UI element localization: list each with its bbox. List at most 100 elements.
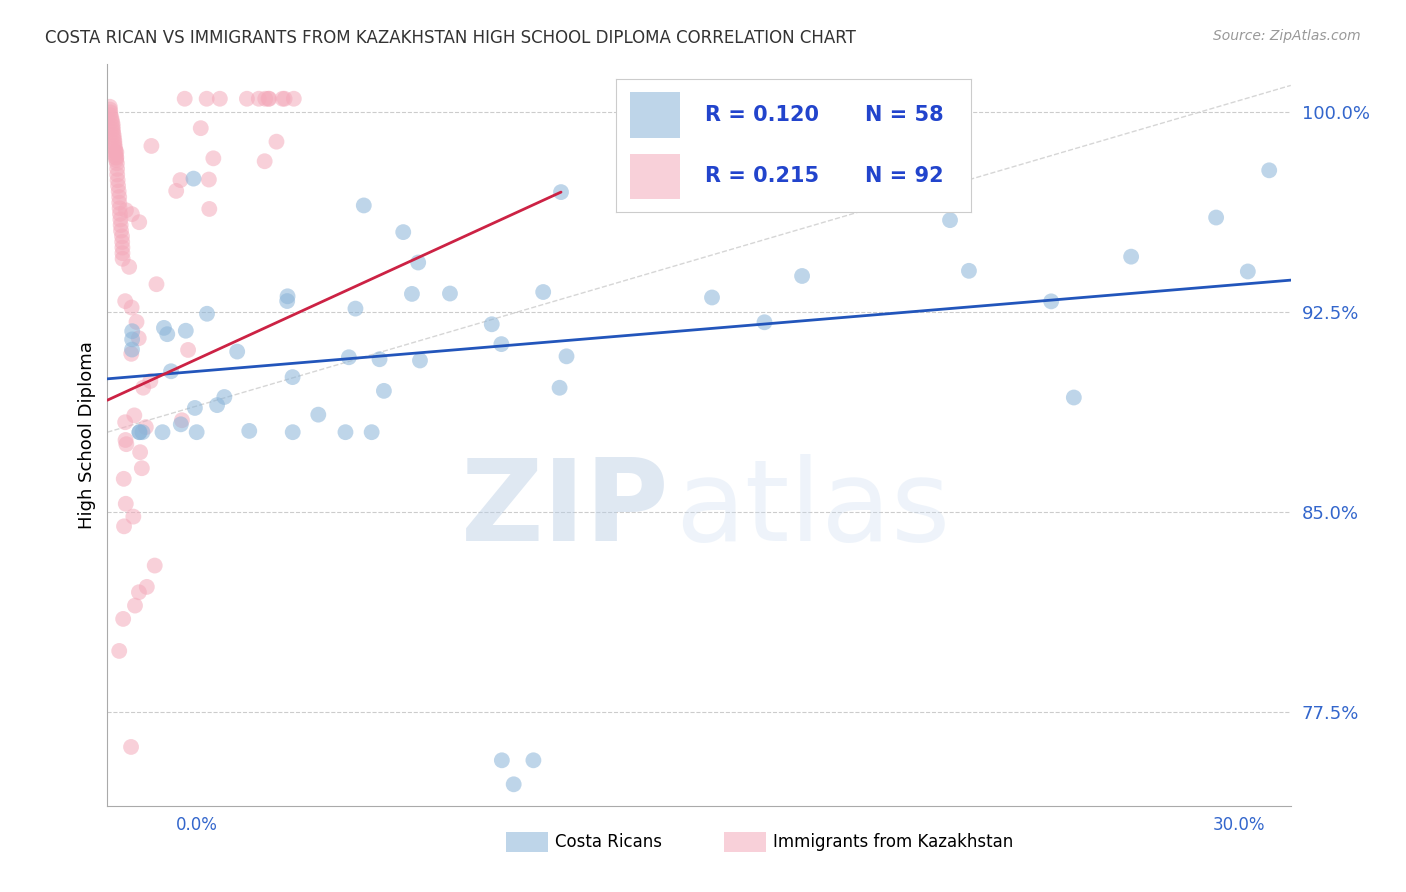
Point	[156, 327, 179, 342]
Point	[143, 558, 166, 573]
Point	[105, 151, 128, 165]
Point	[481, 318, 503, 332]
Point	[1040, 294, 1063, 309]
Point	[139, 374, 162, 388]
Point	[790, 268, 813, 283]
Point	[1237, 264, 1260, 278]
Point	[281, 425, 304, 440]
Point	[107, 178, 129, 193]
Point	[700, 290, 723, 304]
Point	[439, 286, 461, 301]
Point	[257, 92, 280, 106]
Point	[236, 92, 259, 106]
Point	[114, 433, 136, 447]
Point	[360, 425, 382, 440]
Point	[177, 343, 200, 357]
Point	[491, 337, 513, 351]
Point	[337, 351, 360, 365]
Point	[281, 370, 304, 384]
Point	[145, 277, 167, 292]
Point	[103, 128, 125, 142]
Point	[502, 777, 524, 791]
Point	[120, 739, 142, 754]
Point	[335, 425, 357, 440]
Point	[128, 425, 150, 440]
Point	[111, 229, 134, 244]
Point	[276, 293, 298, 308]
Point	[104, 142, 127, 156]
Point	[401, 286, 423, 301]
Point	[108, 190, 131, 204]
Point	[110, 224, 132, 238]
Point	[105, 161, 128, 176]
Point	[128, 215, 150, 229]
Point	[353, 198, 375, 212]
Point	[195, 307, 218, 321]
Point	[522, 753, 544, 767]
Text: COSTA RICAN VS IMMIGRANTS FROM KAZAKHSTAN HIGH SCHOOL DIPLOMA CORRELATION CHART: COSTA RICAN VS IMMIGRANTS FROM KAZAKHSTA…	[45, 29, 856, 46]
Point	[103, 130, 125, 145]
Point	[373, 384, 395, 398]
Point	[98, 103, 121, 117]
Point	[115, 203, 138, 218]
Point	[107, 173, 129, 187]
Point	[865, 185, 887, 199]
Point	[169, 173, 191, 187]
Point	[111, 252, 134, 266]
Point	[307, 408, 329, 422]
Point	[754, 315, 776, 329]
Point	[114, 497, 136, 511]
Point	[114, 415, 136, 429]
Point	[108, 195, 131, 210]
Text: Immigrants from Kazakhstan: Immigrants from Kazakhstan	[773, 833, 1014, 851]
Point	[183, 171, 205, 186]
Point	[132, 381, 155, 395]
Point	[101, 125, 124, 139]
Point	[202, 151, 225, 165]
Point	[160, 364, 183, 378]
Point	[368, 352, 391, 367]
Point	[112, 612, 135, 626]
Point	[131, 461, 153, 475]
Point	[129, 445, 152, 459]
Point	[104, 147, 127, 161]
Point	[108, 201, 131, 215]
Point	[112, 472, 135, 486]
Point	[122, 509, 145, 524]
Point	[174, 324, 197, 338]
Point	[165, 184, 187, 198]
Point	[100, 108, 122, 122]
Point	[107, 185, 129, 199]
Point	[208, 92, 231, 106]
Point	[153, 321, 176, 335]
Point	[548, 381, 571, 395]
Point	[103, 136, 125, 151]
Point	[238, 424, 260, 438]
Point	[121, 324, 143, 338]
Point	[273, 92, 295, 106]
Text: ZIP: ZIP	[461, 453, 669, 565]
Point	[198, 172, 221, 186]
Point	[101, 120, 124, 134]
Point	[131, 425, 153, 440]
Point	[105, 145, 128, 160]
Point	[104, 139, 127, 153]
Point	[257, 92, 280, 106]
Point	[101, 117, 124, 131]
Point	[104, 145, 127, 159]
Text: Source: ZipAtlas.com: Source: ZipAtlas.com	[1213, 29, 1361, 43]
Point	[550, 185, 572, 199]
Point	[406, 255, 429, 269]
Point	[555, 349, 578, 363]
Point	[283, 92, 305, 106]
Point	[195, 92, 218, 106]
Point	[104, 150, 127, 164]
Point	[1258, 163, 1281, 178]
Point	[110, 212, 132, 227]
Point	[121, 332, 143, 346]
Point	[98, 105, 121, 120]
Point	[247, 92, 270, 106]
Point	[98, 100, 121, 114]
Point	[531, 285, 554, 299]
Point	[108, 207, 131, 221]
